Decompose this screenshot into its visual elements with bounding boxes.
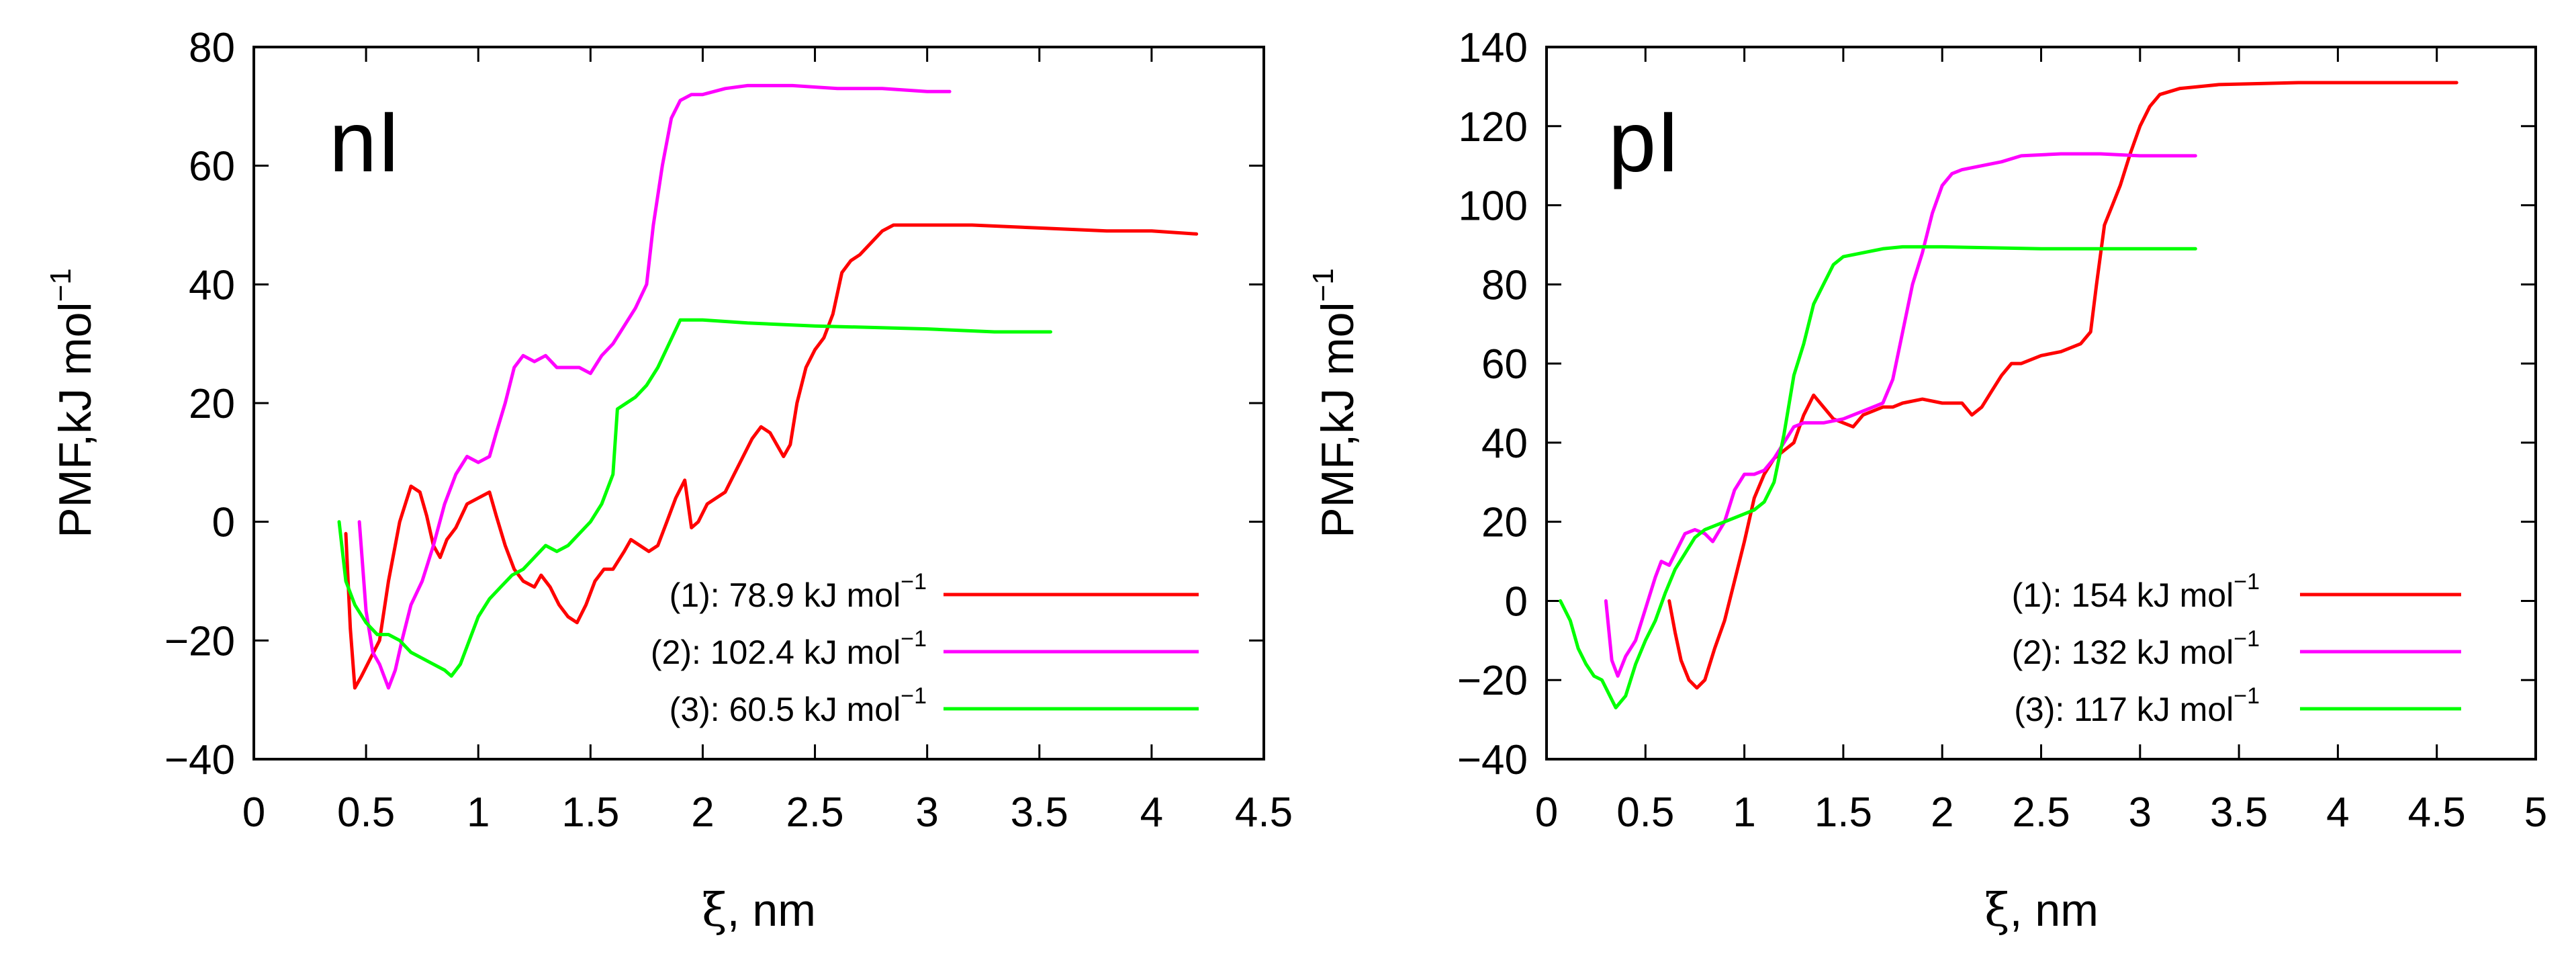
legend-entry-3: (3): 60.5 kJ mol−1 <box>670 683 927 728</box>
y-axis-text: PMF,kJ mol <box>50 302 101 537</box>
legend-superscript: −1 <box>901 683 927 709</box>
legend-superscript: −1 <box>901 569 927 595</box>
y-tick-label: 60 <box>1481 341 1528 388</box>
y-tick-label: −40 <box>1457 737 1528 783</box>
legend-entry-1: (1): 78.9 kJ mol−1 <box>670 569 927 614</box>
y-tick-label: 100 <box>1459 183 1528 230</box>
series-line-1 <box>344 223 1199 690</box>
x-tick-label: 1 <box>467 789 490 836</box>
x-tick-label: 3 <box>2129 789 2152 836</box>
y-tick-label: 20 <box>1481 500 1528 546</box>
series-line-2 <box>357 83 952 690</box>
x-axis-unit: , nm <box>727 885 816 936</box>
x-tick-label: 4 <box>1140 789 1163 836</box>
panel-label: nI <box>329 94 401 190</box>
legend-superscript: −1 <box>2234 626 2260 652</box>
legend-entry-1: (1): 154 kJ mol−1 <box>2012 569 2260 614</box>
x-axis-symbol: ξ <box>702 884 727 937</box>
plot-frame <box>1545 46 2537 761</box>
x-tick-label: 1.5 <box>1814 789 1872 836</box>
x-tick-label: 2 <box>691 789 714 836</box>
x-tick-label: 5 <box>2524 789 2547 836</box>
legend-text: (2): 132 kJ mol <box>2012 634 2234 671</box>
legend-text: (2): 102.4 kJ mol <box>651 634 901 671</box>
legend-entry-3: (3): 117 kJ mol−1 <box>2014 683 2260 728</box>
y-tick-label: 120 <box>1459 104 1528 150</box>
x-tick-label: 1.5 <box>561 789 619 836</box>
x-axis-unit: , nm <box>2010 885 2099 936</box>
legend-superscript: −1 <box>2234 683 2260 709</box>
y-tick-label: 80 <box>1481 262 1528 308</box>
x-axis-title: ξ, nm <box>1984 884 2099 937</box>
series-line-2 <box>1604 152 2197 678</box>
x-tick-label: 1 <box>1733 789 1755 836</box>
legend-superscript: −1 <box>2234 569 2260 595</box>
y-axis-superscript: −1 <box>1307 268 1340 302</box>
x-tick-label: 3.5 <box>2210 789 2268 836</box>
y-tick-label: 0 <box>1505 578 1528 625</box>
panel-label: pI <box>1608 94 1680 190</box>
x-tick-label: 0 <box>242 789 265 836</box>
series-line-1 <box>1667 81 2458 690</box>
legend-superscript: −1 <box>901 626 927 652</box>
series-line-3 <box>337 318 1052 678</box>
x-tick-label: 4.5 <box>1235 789 1293 836</box>
y-tick-label: −40 <box>165 737 235 783</box>
y-tick-label: 140 <box>1459 25 1528 71</box>
y-axis-text: PMF,kJ mol <box>1312 302 1363 537</box>
x-tick-label: 2.5 <box>786 789 843 836</box>
y-tick-label: 20 <box>189 381 235 427</box>
y-tick-label: −20 <box>1457 658 1528 704</box>
y-axis-title: PMF,kJ mol−1 <box>1307 268 1363 538</box>
x-axis-title: ξ, nm <box>702 884 816 937</box>
y-tick-label: −20 <box>165 618 235 664</box>
x-tick-label: 4 <box>2326 789 2349 836</box>
y-axis-superscript: −1 <box>44 268 77 302</box>
x-tick-label: 3 <box>915 789 938 836</box>
y-axis-title: PMF,kJ mol−1 <box>44 268 101 538</box>
panel-nI: 0 0.5 1 1.5 2 2.5 3 3.5 4 4.5 −40 −20 0 20 40 60 80 nI (1)… <box>44 25 1293 937</box>
legend-entry-2: (2): 102.4 kJ mol−1 <box>651 626 927 671</box>
x-tick-label: 4.5 <box>2408 789 2466 836</box>
legend-text: (1): 154 kJ mol <box>2012 576 2234 614</box>
legend-text: (1): 78.9 kJ mol <box>670 576 901 614</box>
x-tick-label: 2.5 <box>2012 789 2070 836</box>
y-tick-label: 0 <box>212 500 235 546</box>
x-axis-symbol: ξ <box>1984 884 2009 937</box>
plot-frame <box>252 46 1265 761</box>
x-tick-label: 3.5 <box>1011 789 1068 836</box>
x-tick-label: 2 <box>1931 789 1953 836</box>
legend-entry-2: (2): 132 kJ mol−1 <box>2012 626 2260 671</box>
x-tick-label: 0 <box>1535 789 1558 836</box>
x-tick-label: 0.5 <box>337 789 395 836</box>
panel-pI: 0 0.5 1 1.5 2 2.5 3 3.5 4 4.5 5 −40 −20 0 20 40 60 80 100 1… <box>1307 25 2547 937</box>
y-tick-label: 60 <box>189 144 235 190</box>
y-tick-label: 80 <box>189 25 235 71</box>
series-line-3 <box>1559 245 2197 709</box>
y-tick-label: 40 <box>1481 421 1528 467</box>
y-tick-label: 40 <box>189 262 235 308</box>
legend-text: (3): 60.5 kJ mol <box>670 691 901 728</box>
x-tick-label: 0.5 <box>1616 789 1674 836</box>
legend-text: (3): 117 kJ mol <box>2014 691 2234 728</box>
